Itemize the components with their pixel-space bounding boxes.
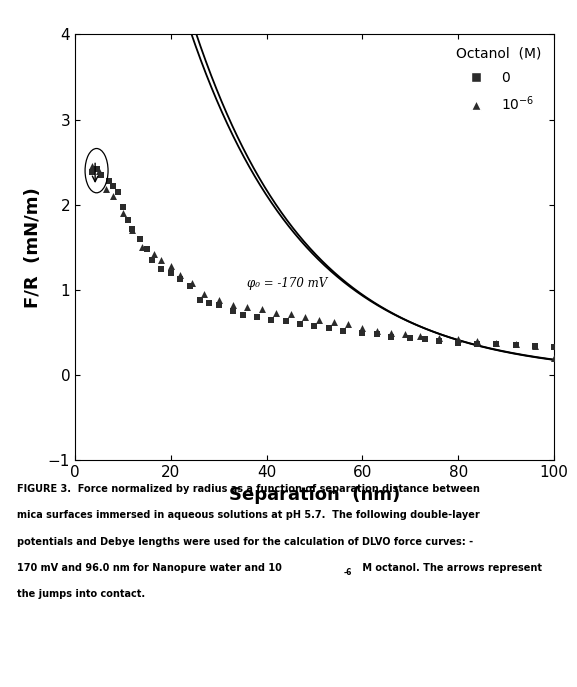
Text: mica surfaces immersed in aqueous solutions at pH 5.7.  The following double-lay: mica surfaces immersed in aqueous soluti…: [17, 510, 480, 521]
Point: [118, 207, 128, 218]
Point: [238, 310, 247, 321]
Point: [102, 184, 111, 195]
Point: [358, 327, 367, 338]
Point: [135, 234, 144, 245]
Point: [530, 341, 539, 352]
Point: [549, 352, 559, 363]
Point: [530, 341, 539, 352]
Point: [123, 214, 132, 225]
Point: [176, 269, 185, 280]
Point: [401, 328, 410, 339]
Point: [372, 326, 381, 337]
Text: FIGURE 3.  Force normalized by radius as a function of separation distance betwe: FIGURE 3. Force normalized by radius as …: [17, 484, 480, 495]
Point: [147, 255, 156, 266]
Point: [149, 249, 159, 260]
Point: [295, 319, 305, 330]
Point: [358, 323, 367, 334]
Point: [387, 327, 396, 338]
Point: [372, 328, 381, 339]
Point: [200, 289, 209, 300]
Point: [286, 308, 295, 319]
Point: [281, 316, 290, 327]
Point: [267, 314, 276, 325]
Point: [310, 320, 319, 331]
Point: [228, 306, 238, 317]
Point: [492, 337, 501, 348]
Point: [473, 335, 482, 346]
Point: [406, 333, 415, 344]
Text: φ₀ = -170 mV: φ₀ = -170 mV: [248, 278, 328, 291]
Point: [108, 181, 118, 192]
Legend: 0, $10^{-6}$: 0, $10^{-6}$: [451, 41, 547, 118]
Point: [108, 191, 118, 202]
Point: [272, 307, 281, 318]
Point: [329, 317, 338, 328]
Point: [434, 332, 444, 343]
Y-axis label: F/R  (mN/m): F/R (mN/m): [24, 187, 42, 308]
Point: [387, 331, 396, 342]
Point: [92, 164, 101, 174]
Point: [214, 300, 223, 311]
Text: 170 mV and 96.0 nm for Nanopure water and 10: 170 mV and 96.0 nm for Nanopure water an…: [17, 563, 282, 573]
Point: [300, 312, 309, 323]
Text: M octanol. The arrows represent: M octanol. The arrows represent: [359, 563, 542, 573]
Point: [454, 334, 463, 345]
Point: [243, 302, 252, 313]
Point: [188, 278, 197, 289]
Point: [257, 303, 267, 314]
Point: [166, 267, 175, 278]
Point: [511, 340, 520, 351]
Point: [185, 280, 194, 291]
Point: [339, 326, 348, 337]
Point: [434, 335, 444, 346]
Point: [94, 165, 104, 176]
Point: [156, 255, 166, 266]
Point: [214, 295, 223, 306]
Point: [549, 341, 559, 352]
Point: [473, 338, 482, 349]
Text: potentials and Debye lengths were used for the calculation of DLVO force curves:: potentials and Debye lengths were used f…: [17, 537, 474, 547]
Point: [415, 330, 425, 341]
Point: [204, 297, 213, 308]
Point: [87, 161, 96, 172]
Point: [137, 242, 147, 253]
Point: [195, 295, 204, 306]
Point: [511, 339, 520, 350]
Point: [128, 225, 137, 236]
Point: [118, 202, 128, 213]
Point: [252, 312, 261, 323]
Point: [420, 334, 429, 345]
Point: [314, 314, 324, 325]
Text: -6: -6: [343, 568, 352, 577]
Point: [166, 260, 175, 271]
Point: [87, 167, 96, 178]
Point: [492, 339, 501, 350]
Point: [114, 186, 123, 197]
X-axis label: Separation  (nm): Separation (nm): [229, 486, 400, 504]
Point: [228, 300, 238, 311]
Point: [104, 175, 113, 186]
Point: [343, 319, 353, 330]
Point: [142, 243, 151, 254]
Point: [97, 170, 106, 181]
Point: [176, 273, 185, 284]
Point: [454, 337, 463, 348]
Point: [324, 323, 334, 334]
Text: the jumps into contact.: the jumps into contact.: [17, 589, 145, 599]
Point: [156, 263, 166, 274]
Point: [128, 223, 137, 234]
